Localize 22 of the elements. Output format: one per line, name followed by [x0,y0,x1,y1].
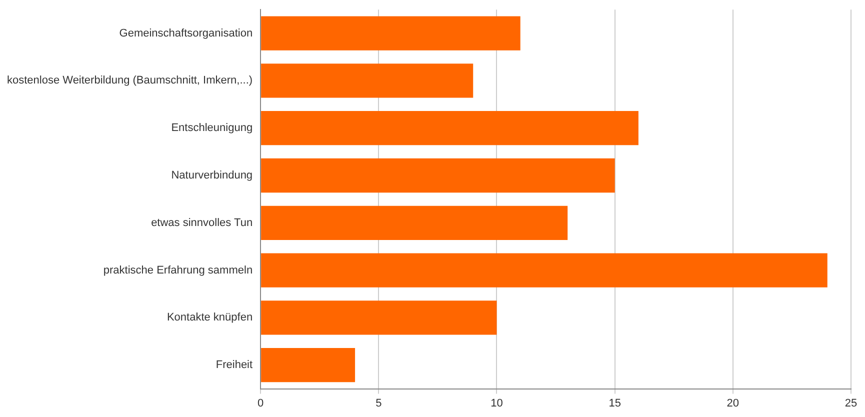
bar [261,64,474,98]
y-tick-label: etwas sinnvolles Tun [151,216,253,229]
y-tick-label: Naturverbindung [171,170,253,182]
x-tick-label: 25 [844,397,858,410]
x-tick-label: 5 [376,397,382,410]
y-tick-label: praktische Erfahrung sammeln [103,264,253,276]
x-tick-label: 10 [490,397,503,410]
bar [261,206,568,240]
bar [261,16,520,50]
bar [261,348,356,382]
bar [261,253,828,288]
bar [261,300,497,335]
x-tick-label: 0 [258,397,264,410]
bar [261,111,638,146]
bar [261,158,615,193]
y-tick-label: Freiheit [216,359,253,372]
y-tick-label: Entschleunigung [171,122,253,134]
y-tick-label: Kontakte knüpfen [166,312,253,324]
y-tick-label: kostenlose Weiterbildung (Baumschnitt, Imkern,...) [6,74,253,87]
x-tick-label: 20 [726,397,740,410]
y-tick-label: Gemeinschaftsorganisation [119,27,253,40]
x-tick-label: 15 [608,397,621,410]
